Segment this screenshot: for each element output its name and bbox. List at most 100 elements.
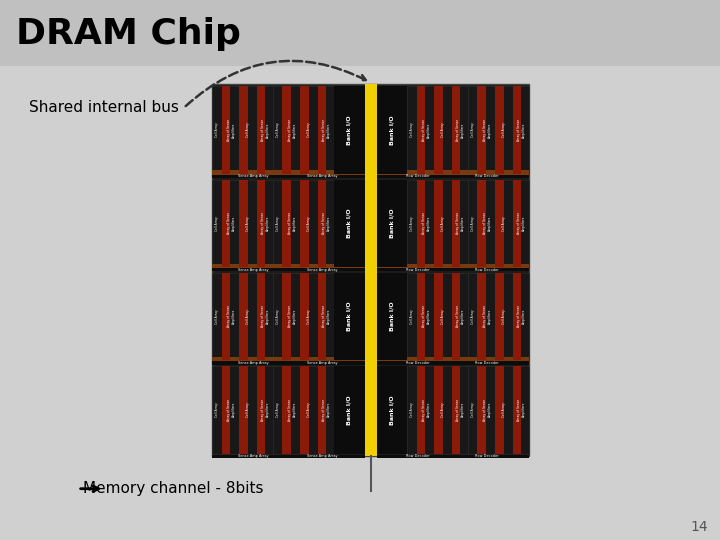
Text: Bank I/O: Bank I/O	[347, 208, 352, 238]
Bar	[274, 273, 334, 360]
Text: Array of Sense
Amplifiers: Array of Sense Amplifiers	[261, 399, 270, 421]
Text: Cell Array: Cell Array	[246, 123, 250, 137]
Bar	[452, 179, 460, 267]
Bar	[513, 366, 521, 454]
Bar	[300, 273, 309, 360]
Bar	[257, 366, 266, 454]
Bar	[212, 361, 365, 365]
Bar	[365, 84, 377, 456]
Text: Sense Amp Array: Sense Amp Array	[307, 455, 338, 458]
Bar	[274, 366, 334, 454]
Bar	[212, 366, 274, 454]
Bar	[513, 179, 521, 267]
Text: Sense Amp Array: Sense Amp Array	[307, 174, 338, 179]
Bar	[239, 86, 248, 174]
Text: Array of Sense
Amplifiers: Array of Sense Amplifiers	[288, 305, 297, 327]
Bar	[477, 86, 486, 174]
Text: Cell Array: Cell Array	[307, 402, 311, 417]
Text: Array of Sense
Amplifiers: Array of Sense Amplifiers	[228, 119, 236, 141]
Bar	[452, 366, 460, 454]
Text: Cell Array: Cell Array	[441, 309, 445, 323]
Text: Cell Array: Cell Array	[410, 216, 413, 231]
Bar	[239, 273, 248, 360]
Text: Bank I/O: Bank I/O	[390, 208, 395, 238]
Text: Cell Array: Cell Array	[276, 216, 279, 231]
Text: Array of Sense
Amplifiers: Array of Sense Amplifiers	[261, 119, 270, 141]
Bar	[408, 366, 468, 454]
Text: Array of Sense
Amplifiers: Array of Sense Amplifiers	[322, 399, 330, 421]
Bar	[212, 273, 274, 360]
Text: Cell Array: Cell Array	[215, 309, 219, 323]
Bar	[377, 171, 529, 177]
Text: Cell Array: Cell Array	[307, 216, 311, 231]
Text: Cell Array: Cell Array	[502, 216, 506, 231]
Bar	[377, 179, 408, 267]
Text: Row Decoder: Row Decoder	[474, 174, 498, 179]
Bar	[468, 86, 529, 174]
Text: Array of Sense
Amplifiers: Array of Sense Amplifiers	[422, 399, 431, 421]
Text: Cell Array: Cell Array	[215, 402, 219, 417]
Text: Cell Array: Cell Array	[502, 402, 506, 417]
Text: Bank I/O: Bank I/O	[347, 395, 352, 424]
Text: Array of Sense
Amplifiers: Array of Sense Amplifiers	[456, 399, 464, 421]
Text: Cell Array: Cell Array	[471, 216, 474, 231]
Text: 14: 14	[691, 519, 708, 534]
Bar	[377, 273, 408, 360]
Bar	[222, 366, 230, 454]
Text: Cell Array: Cell Array	[410, 123, 413, 137]
Text: Array of Sense
Amplifiers: Array of Sense Amplifiers	[483, 212, 492, 234]
Text: Cell Array: Cell Array	[441, 123, 445, 137]
Text: Bank I/O: Bank I/O	[347, 301, 352, 331]
Text: Sense Amp Array: Sense Amp Array	[238, 174, 269, 179]
Text: Cell Array: Cell Array	[276, 309, 279, 323]
Bar	[377, 455, 529, 458]
Text: Array of Sense
Amplifiers: Array of Sense Amplifiers	[422, 212, 431, 234]
Bar	[282, 366, 291, 454]
Bar	[408, 86, 468, 174]
Text: Sense Amp Array: Sense Amp Array	[307, 268, 338, 272]
Bar	[495, 179, 503, 267]
Bar	[513, 273, 521, 360]
Text: DRAM Chip: DRAM Chip	[16, 17, 240, 51]
Text: Array of Sense
Amplifiers: Array of Sense Amplifiers	[517, 305, 526, 327]
Text: Bank I/O: Bank I/O	[390, 301, 395, 331]
Text: Array of Sense
Amplifiers: Array of Sense Amplifiers	[483, 119, 492, 141]
Text: Shared internal bus: Shared internal bus	[29, 100, 179, 116]
Text: Memory channel - 8bits: Memory channel - 8bits	[83, 481, 264, 496]
Bar	[300, 366, 309, 454]
Bar	[408, 273, 468, 360]
Bar	[434, 273, 443, 360]
Bar	[468, 179, 529, 267]
Text: Cell Array: Cell Array	[410, 402, 413, 417]
Text: Array of Sense
Amplifiers: Array of Sense Amplifiers	[456, 212, 464, 234]
Text: Cell Array: Cell Array	[410, 309, 413, 323]
Bar	[222, 273, 230, 360]
Bar	[513, 86, 521, 174]
Bar	[377, 264, 529, 270]
Text: Cell Array: Cell Array	[471, 402, 474, 417]
Text: Bank I/O: Bank I/O	[390, 395, 395, 424]
Text: Array of Sense
Amplifiers: Array of Sense Amplifiers	[288, 119, 297, 141]
Bar	[212, 86, 274, 174]
Bar	[434, 179, 443, 267]
Text: Array of Sense
Amplifiers: Array of Sense Amplifiers	[288, 212, 297, 234]
Text: Row Decoder: Row Decoder	[406, 268, 430, 272]
Bar	[257, 273, 266, 360]
Bar	[408, 179, 468, 267]
Text: Array of Sense
Amplifiers: Array of Sense Amplifiers	[422, 305, 431, 327]
Bar	[257, 179, 266, 267]
Bar	[318, 273, 326, 360]
Bar	[377, 366, 408, 454]
Bar	[222, 179, 230, 267]
Text: Cell Array: Cell Array	[441, 402, 445, 417]
Text: Bank I/O: Bank I/O	[347, 115, 352, 145]
Text: Cell Array: Cell Array	[276, 402, 279, 417]
Text: Array of Sense
Amplifiers: Array of Sense Amplifiers	[456, 119, 464, 141]
Text: Array of Sense
Amplifiers: Array of Sense Amplifiers	[422, 119, 431, 141]
Bar	[377, 356, 529, 363]
Text: Cell Array: Cell Array	[307, 309, 311, 323]
Text: Sense Amp Array: Sense Amp Array	[238, 268, 269, 272]
Text: Cell Array: Cell Array	[502, 309, 506, 323]
Bar	[334, 86, 365, 174]
Bar	[334, 273, 365, 360]
